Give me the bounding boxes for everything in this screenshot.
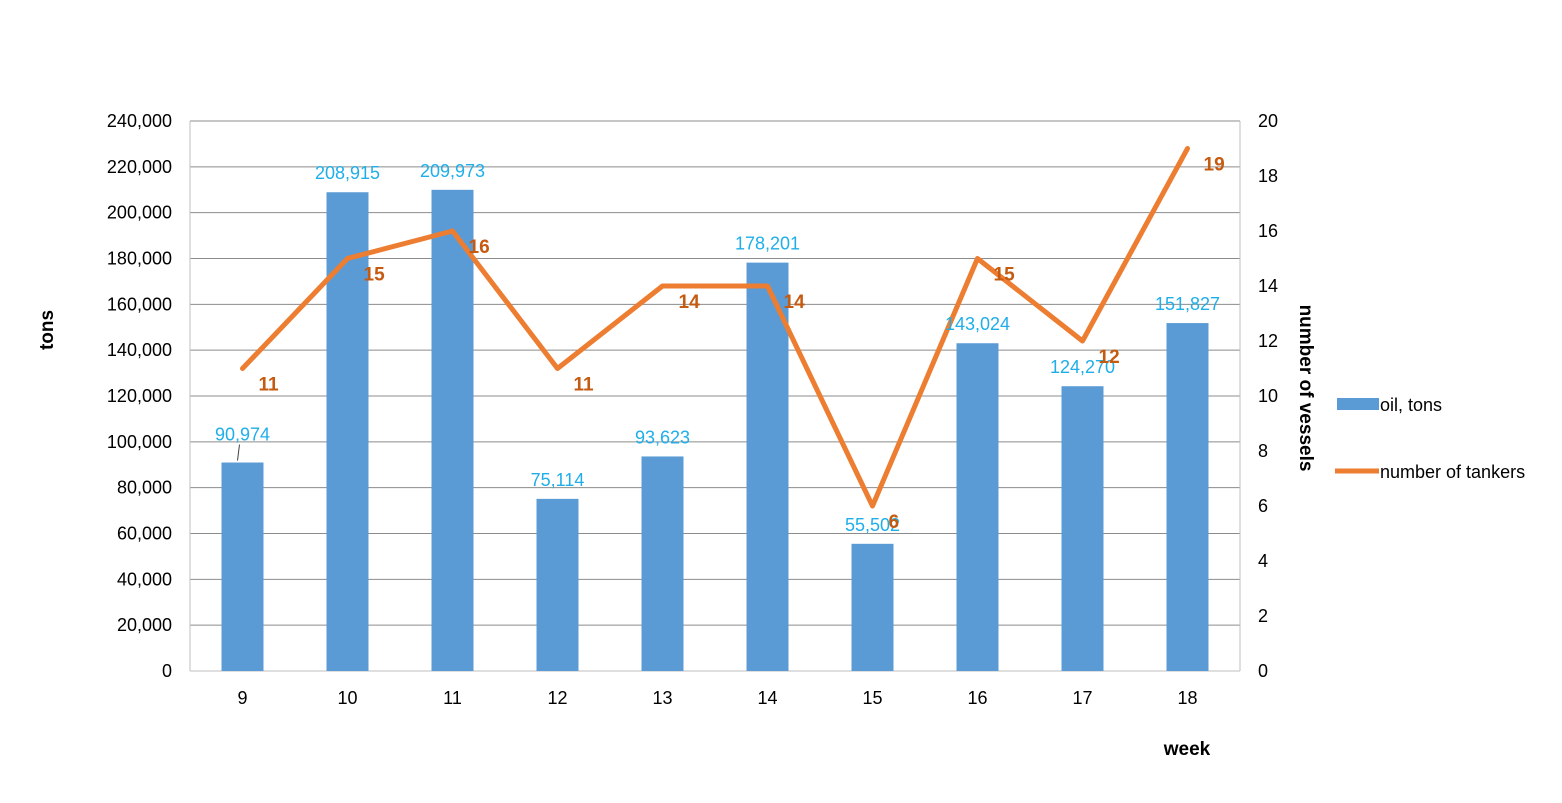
bar	[956, 343, 999, 671]
line-value-label: 15	[364, 265, 386, 286]
y2-tick-label: 6	[1258, 496, 1268, 516]
x-tick-label: 9	[237, 688, 247, 708]
y2-tick-label: 18	[1258, 166, 1278, 186]
line-value-label: 15	[994, 265, 1016, 286]
y-tick-label: 0	[162, 661, 172, 681]
bar-value-label: 93,623	[635, 427, 690, 447]
bar-value-label: 208,915	[315, 163, 380, 183]
x-tick-label: 14	[757, 688, 777, 708]
y-tick-label: 220,000	[107, 157, 172, 177]
y2-tick-label: 16	[1258, 221, 1278, 241]
legend-label-number-of-tankers: number of tankers	[1380, 462, 1525, 482]
line-value-label: 11	[259, 375, 280, 396]
y-tick-label: 140,000	[107, 340, 172, 360]
legend-label-oil-tons: oil, tons	[1380, 395, 1442, 415]
x-tick-label: 13	[652, 688, 672, 708]
y-tick-label: 20,000	[117, 615, 172, 635]
bar-value-label: 143,024	[945, 314, 1010, 334]
bar	[431, 189, 474, 671]
bar-value-label: 178,201	[735, 234, 800, 254]
y2-tick-label: 10	[1258, 386, 1278, 406]
y-tick-label: 40,000	[117, 569, 172, 589]
bar	[641, 456, 684, 671]
data-labels: 90,974 208,915 209,973 75,114 93,623 178,201 5…	[215, 155, 1225, 535]
bar-value-label: 90,974	[215, 425, 270, 445]
legend-swatch-oil-tons	[1337, 398, 1379, 410]
legend: oil, tons number of tankers	[1335, 395, 1525, 482]
bar	[1061, 386, 1104, 671]
bar-value-label: 55,502	[845, 515, 900, 535]
y-tick-label: 100,000	[107, 432, 172, 452]
line-series-number-of-tankers	[240, 146, 1190, 509]
line-value-label: 11	[574, 375, 595, 396]
x-axis-title: week	[1163, 739, 1211, 760]
line-value-label: 6	[889, 512, 900, 533]
bar	[746, 262, 789, 671]
bar-value-label: 75,114	[531, 470, 585, 490]
y-tick-label: 80,000	[117, 478, 172, 498]
bar-value-label: 124,270	[1050, 357, 1115, 377]
bar-series-oil-tons	[221, 189, 1209, 672]
bar	[851, 543, 894, 671]
y2-tick-label: 0	[1258, 661, 1268, 681]
y-tick-label: 180,000	[107, 249, 172, 269]
x-tick-label: 12	[547, 688, 567, 708]
y-tick-label: 60,000	[117, 524, 172, 544]
line-value-label: 14	[679, 292, 701, 313]
line-value-label: 14	[784, 292, 806, 313]
y2-tick-label: 14	[1258, 276, 1278, 296]
y2-tick-label: 20	[1258, 111, 1278, 131]
y-tick-label: 200,000	[107, 203, 172, 223]
x-tick-label: 16	[967, 688, 987, 708]
line-value-label: 19	[1204, 155, 1225, 176]
bar-value-label: 209,973	[420, 161, 485, 181]
y-tick-label: 120,000	[107, 386, 172, 406]
y-tick-label: 240,000	[107, 111, 172, 131]
line-value-label: 16	[469, 237, 490, 258]
x-tick-label: 18	[1177, 688, 1197, 708]
y2-tick-label: 8	[1258, 441, 1268, 461]
y2-tick-label: 2	[1258, 606, 1268, 626]
tankers-line	[240, 146, 1190, 509]
y2-tick-label: 4	[1258, 551, 1268, 571]
bar	[1166, 323, 1209, 671]
x-tick-label: 17	[1072, 688, 1092, 708]
line-value-label: 12	[1099, 347, 1120, 368]
y-axis-title: tons	[37, 310, 58, 350]
bar	[326, 192, 369, 672]
x-tick-label: 11	[443, 688, 462, 708]
y-tick-label: 160,000	[107, 294, 172, 314]
y2-tick-label: 12	[1258, 331, 1278, 351]
x-tick-label: 15	[862, 688, 882, 708]
y2-axis-title: number of vessels	[1295, 305, 1316, 472]
label-leader-line	[237, 444, 240, 461]
x-tick-label: 10	[337, 688, 357, 708]
bar	[536, 498, 579, 671]
axes: 0 20,000 40,000 60,000 80,000 100,000 120,000 1…	[107, 111, 1278, 708]
bar	[221, 462, 264, 671]
bar-value-label: 151,827	[1155, 294, 1220, 314]
